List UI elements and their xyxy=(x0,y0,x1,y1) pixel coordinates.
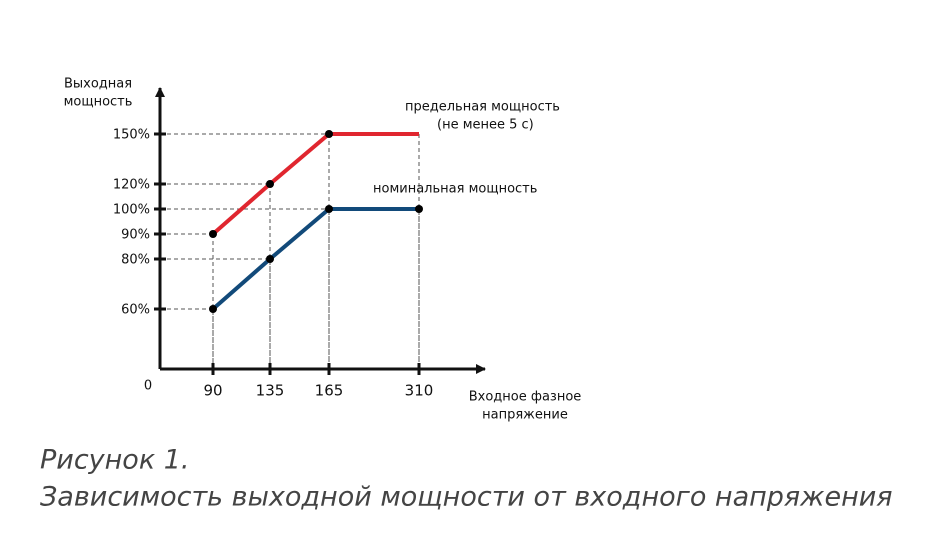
data-point xyxy=(266,255,274,263)
y-tick-label: 90% xyxy=(121,228,150,243)
origin-label: 0 xyxy=(144,379,152,394)
x-tick-label: 310 xyxy=(405,382,434,400)
series-label: номинальная мощность xyxy=(373,182,537,197)
series-note: (не менее 5 с) xyxy=(437,118,534,133)
x-axis-title: Входное фазное xyxy=(469,390,582,405)
x-tick-label: 90 xyxy=(203,382,222,400)
caption: Зависимость выходной мощности от входног… xyxy=(40,482,893,513)
y-tick-label: 120% xyxy=(113,178,150,193)
y-axis-title: Выходная xyxy=(64,77,132,92)
caption: Рисунок 1. xyxy=(40,445,189,476)
data-point xyxy=(325,205,333,213)
y-tick-label: 150% xyxy=(113,128,150,143)
data-point xyxy=(209,230,217,238)
series-label: предельная мощность xyxy=(405,100,560,115)
y-tick-label: 60% xyxy=(121,303,150,318)
data-point xyxy=(415,205,423,213)
x-axis-title: напряжение xyxy=(482,408,568,423)
x-tick-label: 165 xyxy=(315,382,344,400)
series-line xyxy=(211,132,419,236)
y-axis-title: мощность xyxy=(64,95,133,110)
y-tick-label: 80% xyxy=(121,253,150,268)
data-point xyxy=(266,180,274,188)
data-point xyxy=(325,130,333,138)
series-line xyxy=(211,207,419,311)
x-tick-label: 135 xyxy=(256,382,285,400)
data-point xyxy=(209,305,217,313)
y-tick-label: 100% xyxy=(113,203,150,218)
